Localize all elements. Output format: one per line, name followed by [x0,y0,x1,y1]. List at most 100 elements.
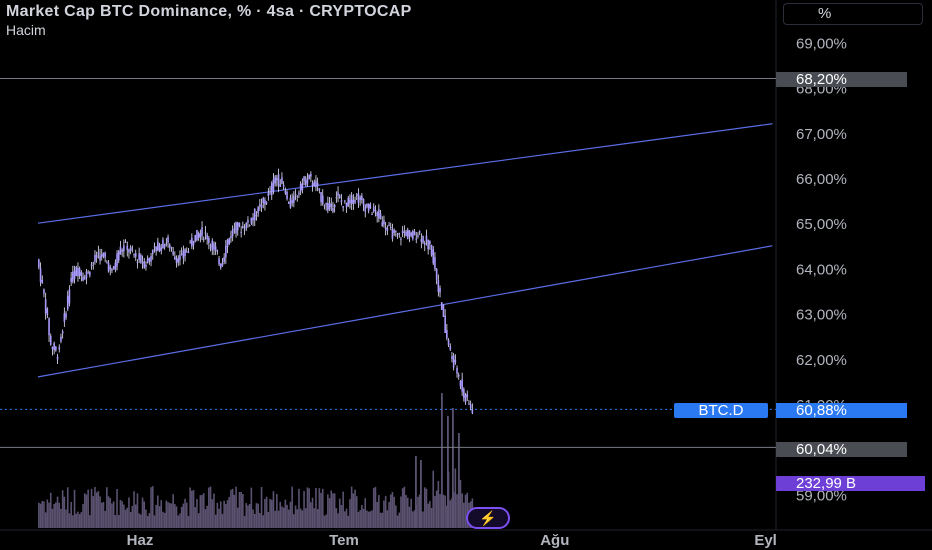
volume-bar [160,500,163,528]
volume-bar [361,505,363,528]
volume-bar [417,496,419,528]
candle-body [452,355,455,368]
candle-body [141,262,144,264]
candle-body [434,257,436,269]
volume-bar [230,489,232,528]
volume-bar [315,487,317,528]
volume-bar [209,486,212,528]
candle-body [361,195,363,200]
candle-body [140,254,142,263]
volume-bar [400,496,402,528]
candle-body [168,244,171,248]
candle-body [335,197,338,199]
candle-body [369,204,372,209]
candle-body [219,264,222,268]
candle-body [272,179,275,192]
volume-indicator-label[interactable]: Hacim [6,22,46,38]
x-tick-label: Tem [329,532,359,549]
volume-bar [350,486,353,528]
candle-body [367,203,370,212]
candle-body [427,239,429,250]
volume-bar [446,505,448,528]
volume-bar [189,487,191,528]
candle-body [53,343,55,351]
candle-body [328,202,331,210]
volume-bar [444,495,446,528]
candle-body [61,331,64,334]
volume-bar [347,515,350,528]
volume-bar [391,492,394,528]
volume-bar [221,513,224,528]
candle-body [415,238,418,240]
volume-bar [51,508,54,528]
candle-body [133,254,135,256]
volume-bar [191,490,193,528]
candle-body [117,251,120,261]
candle-body [340,200,343,203]
volume-bar [316,509,319,528]
volume-bar [44,512,47,528]
time-axis: Haz Tem Ağu Eyl [127,532,777,549]
candle-body [439,288,441,293]
volume-bar [201,494,203,528]
candle-body [260,204,263,208]
candle-body [179,254,181,261]
volume-bar [459,479,462,528]
candle-body [327,203,329,211]
volume-bar [427,503,429,528]
candle-body [58,347,61,350]
candle-body [299,184,302,192]
volume-bar [423,487,426,528]
candle-body [293,195,295,203]
volume-bar [354,489,356,528]
volume-bar [410,498,412,528]
candle-body [184,249,186,257]
candle-body [143,261,146,268]
candle-body [202,238,205,240]
volume-bar [216,502,219,528]
candle-body [49,335,52,345]
candle-body [189,241,191,243]
volume-bar [170,503,173,528]
candle-body [420,239,423,242]
volume-bar [208,487,210,528]
candle-body [303,176,305,181]
volume-bar [58,502,61,528]
volume-bar [267,511,270,528]
volume-bar [303,491,305,528]
volume-bar [106,487,108,528]
volume-bar [432,470,435,528]
y-tick-label: 63,00% [796,307,847,324]
candle-body [38,259,40,268]
volume-bar [109,498,112,528]
candle-body [425,235,428,241]
candle-body [206,234,208,240]
volume-bar [405,495,407,528]
candle-body [371,213,373,215]
volume-bar [248,504,251,528]
volume-bar [308,488,310,528]
volume-bar [131,505,134,528]
candle-body [449,346,452,350]
candle-body [323,205,326,207]
volume-bar [60,508,62,528]
volume-bar [287,509,290,528]
candle-body [145,264,147,267]
candle-body [95,254,98,259]
candle-body [236,222,239,231]
flash-button[interactable]: ⚡ [466,507,510,529]
volume-bar [393,496,395,528]
volume-bar [366,510,368,528]
candle-body [466,393,469,398]
volume-bar [345,508,348,528]
candle-body [66,295,69,310]
candle-body [187,251,190,253]
candle-body [391,228,394,239]
volume-bar [245,503,248,528]
scale-mode-button[interactable]: % [783,3,923,25]
candle-body [378,209,380,219]
candle-body [157,241,159,251]
candle-body [131,249,134,251]
horizontal-levels [0,78,776,448]
